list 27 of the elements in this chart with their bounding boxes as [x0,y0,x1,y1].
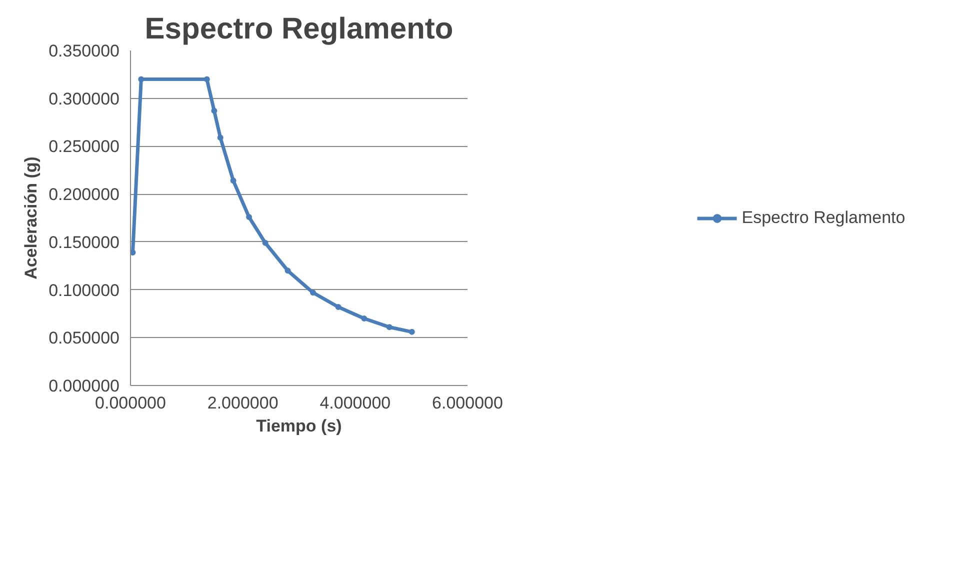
point [386,324,392,330]
y-tick-label: 0.300000 [48,89,120,108]
point [211,108,218,114]
point [408,328,415,335]
chart-title: Espectro Reglamento [144,12,454,46]
y-tick-label: 0.100000 [48,280,120,300]
y-tick-label: 0.250000 [48,137,120,156]
y-tick-label: 0.050000 [48,328,120,348]
y-axis-title: Aceleración (g) [22,156,41,280]
point [217,134,224,141]
point [262,240,268,246]
y-tick-label: 0.150000 [48,232,120,252]
point [361,316,368,322]
y-tick-label: 0.350000 [48,42,120,60]
legend-label: Espectro Reglamento [742,208,906,228]
x-axis-title: Tiempo (s) [256,416,342,436]
x-tick-label: 6.000000 [432,394,503,412]
x-tick-label: 4.000000 [320,394,391,412]
point [230,178,236,184]
point [310,290,316,296]
y-tick-label: 0.000000 [48,376,120,396]
point [284,268,291,274]
y-tick-label: 0.200000 [48,185,120,204]
point [335,304,342,310]
x-tick-label: 2.000000 [207,394,278,412]
x-tick-label: 0.000000 [95,394,166,412]
point [246,214,252,220]
